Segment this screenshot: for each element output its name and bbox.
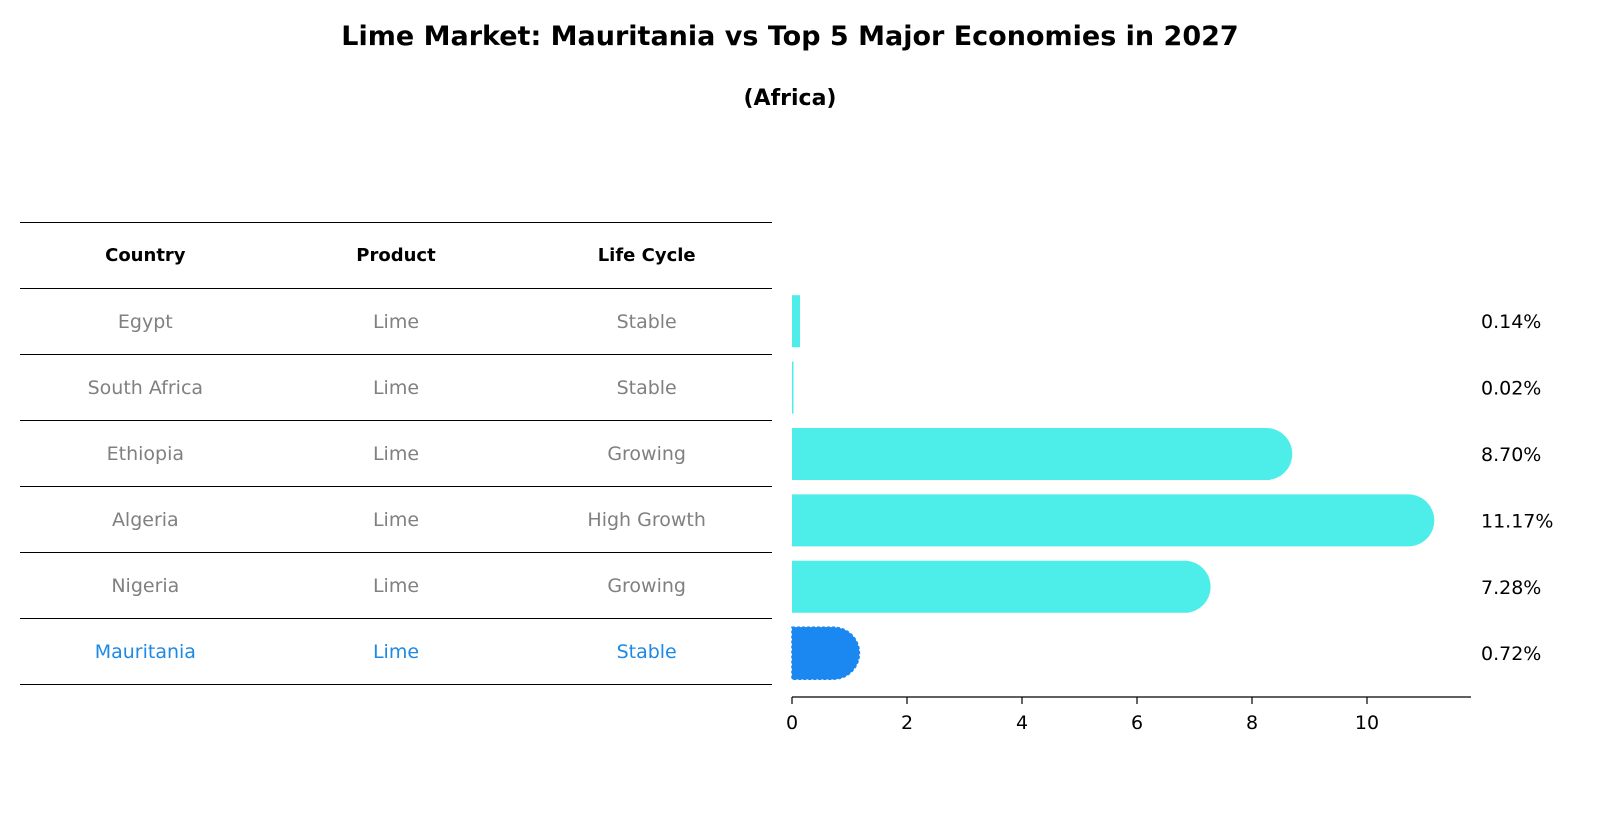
country-cell: Algeria — [20, 486, 271, 553]
table-row: Algeria Lime High Growth — [20, 486, 772, 553]
column-header-product: Product — [270, 222, 522, 289]
product-cell: Lime — [270, 486, 522, 553]
product-cell: Lime — [270, 288, 522, 355]
table-row: Nigeria Lime Growing — [20, 552, 772, 619]
country-cell: Ethiopia — [20, 420, 271, 487]
country-cell: Mauritania — [20, 618, 271, 685]
country-cell: South Africa — [20, 354, 271, 421]
life-cycle-cell: High Growth — [521, 486, 772, 553]
product-cell: Lime — [270, 552, 522, 619]
country-cell: Nigeria — [20, 552, 271, 619]
x-tick-label: 0 — [786, 712, 798, 734]
chart-title: Lime Market: Mauritania vs Top 5 Major E… — [341, 21, 1239, 52]
country-table: Country Product Life Cycle Egypt Lime St… — [20, 222, 772, 685]
value-label: 0.14% — [1481, 311, 1541, 333]
value-label: 0.02% — [1481, 378, 1541, 400]
product-cell: Lime — [270, 420, 522, 487]
x-tick-label: 2 — [901, 712, 913, 734]
table-row: Egypt Lime Stable — [20, 288, 772, 355]
bar-south-africa — [792, 361, 794, 414]
x-tick-label: 6 — [1131, 712, 1143, 734]
bar-ethiopia — [792, 428, 1293, 480]
bar-highlight-cap — [791, 626, 861, 680]
table-header-row: Country Product Life Cycle — [20, 222, 772, 289]
life-cycle-cell: Stable — [521, 618, 772, 685]
life-cycle-cell: Growing — [521, 552, 772, 619]
table-row: Ethiopia Lime Growing — [20, 420, 772, 487]
column-header-country: Country — [20, 222, 271, 289]
x-tick-label: 8 — [1246, 712, 1258, 734]
x-tick-label: 4 — [1016, 712, 1028, 734]
value-label: 7.28% — [1481, 577, 1541, 599]
bar-nigeria — [792, 560, 1211, 613]
bar-algeria — [792, 494, 1435, 547]
table-row-highlighted: Mauritania Lime Stable — [20, 618, 772, 685]
value-label: 0.72% — [1481, 643, 1541, 665]
column-header-life-cycle: Life Cycle — [521, 222, 772, 289]
bar-egypt — [792, 295, 801, 348]
product-cell: Lime — [270, 354, 522, 421]
life-cycle-cell: Growing — [521, 420, 772, 487]
value-label: 11.17% — [1481, 510, 1553, 532]
life-cycle-cell: Stable — [521, 354, 772, 421]
x-tick-label: 10 — [1355, 712, 1379, 734]
life-cycle-cell: Stable — [521, 288, 772, 355]
product-cell: Lime — [270, 618, 522, 685]
country-cell: Egypt — [20, 288, 271, 355]
chart-subtitle: (Africa) — [743, 86, 837, 111]
table-row: South Africa Lime Stable — [20, 354, 772, 421]
value-label: 8.70% — [1481, 444, 1541, 466]
